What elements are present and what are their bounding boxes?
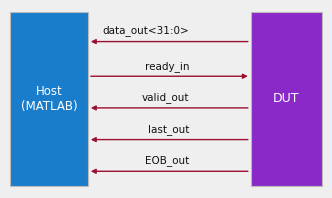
FancyBboxPatch shape	[251, 12, 322, 186]
Text: EOB_out: EOB_out	[145, 155, 189, 166]
Text: ready_in: ready_in	[145, 61, 189, 72]
Text: DUT: DUT	[273, 92, 299, 106]
Text: valid_out: valid_out	[142, 92, 189, 103]
FancyBboxPatch shape	[10, 12, 88, 186]
Text: Host
(MATLAB): Host (MATLAB)	[21, 85, 77, 113]
Text: data_out<31:0>: data_out<31:0>	[103, 25, 189, 36]
Text: last_out: last_out	[148, 124, 189, 135]
